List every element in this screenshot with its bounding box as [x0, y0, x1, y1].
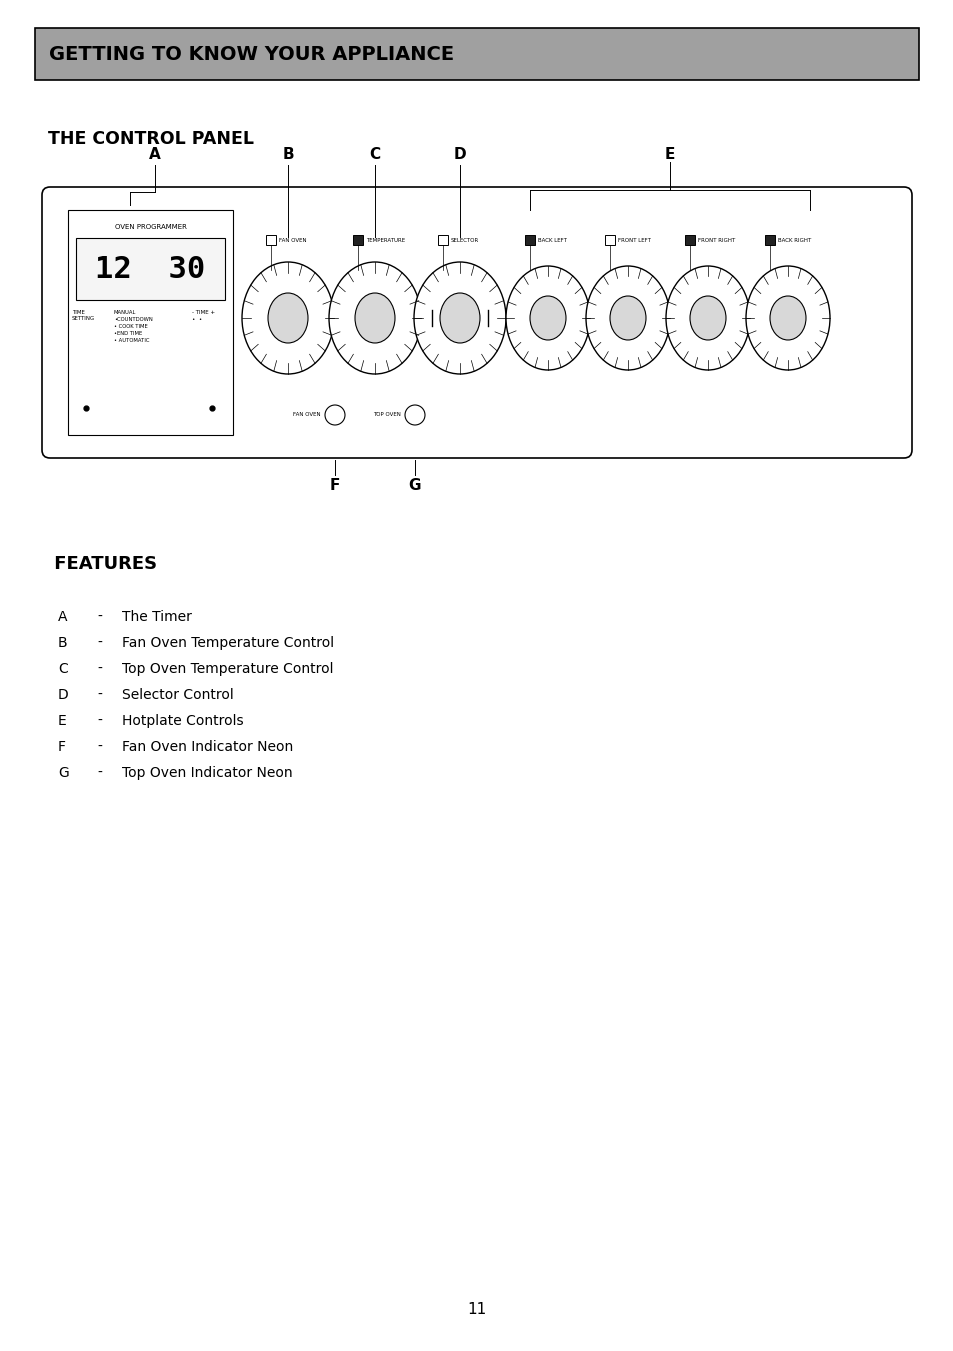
Text: 12  30: 12 30 — [95, 254, 206, 284]
Text: E: E — [664, 147, 675, 162]
FancyBboxPatch shape — [42, 186, 911, 458]
Text: BACK RIGHT: BACK RIGHT — [778, 238, 810, 242]
Ellipse shape — [505, 266, 589, 370]
Text: -: - — [97, 766, 102, 780]
Bar — [353, 235, 363, 245]
Circle shape — [405, 405, 424, 426]
Text: D: D — [58, 688, 69, 703]
Text: Selector Control: Selector Control — [122, 688, 233, 703]
Text: THE CONTROL PANEL: THE CONTROL PANEL — [48, 130, 253, 149]
Text: Hotplate Controls: Hotplate Controls — [122, 713, 243, 728]
Ellipse shape — [745, 266, 829, 370]
Bar — [68, 209, 233, 435]
Text: Top Oven Temperature Control: Top Oven Temperature Control — [122, 662, 334, 676]
Ellipse shape — [530, 296, 565, 340]
Bar — [266, 235, 275, 245]
Bar — [35, 28, 918, 80]
Text: OVEN PROGRAMMER: OVEN PROGRAMMER — [114, 224, 186, 230]
Text: B: B — [58, 636, 68, 650]
Bar — [437, 235, 448, 245]
Text: G: G — [408, 478, 421, 493]
Text: A: A — [58, 611, 68, 624]
Text: -: - — [97, 688, 102, 703]
Text: BACK LEFT: BACK LEFT — [537, 238, 566, 242]
Ellipse shape — [609, 296, 645, 340]
Bar — [684, 235, 695, 245]
Text: FAN OVEN: FAN OVEN — [278, 238, 306, 242]
Text: Fan Oven Indicator Neon: Fan Oven Indicator Neon — [122, 740, 293, 754]
Text: E: E — [58, 713, 67, 728]
Bar — [76, 238, 225, 300]
Text: -: - — [97, 611, 102, 624]
Ellipse shape — [769, 296, 805, 340]
Text: B: B — [282, 147, 294, 162]
Text: FRONT RIGHT: FRONT RIGHT — [698, 238, 735, 242]
Text: The Timer: The Timer — [122, 611, 192, 624]
Text: A: A — [149, 147, 161, 162]
Ellipse shape — [242, 262, 334, 374]
Circle shape — [325, 405, 345, 426]
Text: G: G — [58, 766, 69, 780]
Bar — [524, 235, 535, 245]
Text: FEATURES: FEATURES — [48, 555, 157, 573]
Bar — [604, 235, 615, 245]
Text: 11: 11 — [467, 1302, 486, 1317]
Text: -: - — [97, 636, 102, 650]
Ellipse shape — [439, 293, 479, 343]
Ellipse shape — [355, 293, 395, 343]
Text: TEMPERATURE: TEMPERATURE — [366, 238, 405, 242]
Text: MANUAL
•COUNTDOWN
• COOK TIME
•END TIME
• AUTOMATIC: MANUAL •COUNTDOWN • COOK TIME •END TIME … — [113, 309, 152, 343]
Text: -: - — [97, 713, 102, 728]
Ellipse shape — [585, 266, 669, 370]
Text: TOP OVEN: TOP OVEN — [373, 412, 400, 417]
Text: C: C — [369, 147, 380, 162]
Text: GETTING TO KNOW YOUR APPLIANCE: GETTING TO KNOW YOUR APPLIANCE — [49, 45, 454, 63]
Text: -: - — [97, 662, 102, 676]
Ellipse shape — [268, 293, 308, 343]
Ellipse shape — [689, 296, 725, 340]
Text: C: C — [58, 662, 68, 676]
Text: -: - — [97, 740, 102, 754]
Text: D: D — [454, 147, 466, 162]
Text: FRONT LEFT: FRONT LEFT — [618, 238, 650, 242]
Text: SELECTOR: SELECTOR — [451, 238, 478, 242]
Text: - TIME +
•  •: - TIME + • • — [192, 309, 214, 322]
Text: Fan Oven Temperature Control: Fan Oven Temperature Control — [122, 636, 334, 650]
Text: FAN OVEN: FAN OVEN — [294, 412, 320, 417]
Ellipse shape — [414, 262, 505, 374]
Text: F: F — [58, 740, 66, 754]
Text: TIME
SETTING: TIME SETTING — [71, 309, 95, 322]
Ellipse shape — [665, 266, 749, 370]
Ellipse shape — [329, 262, 420, 374]
Text: Top Oven Indicator Neon: Top Oven Indicator Neon — [122, 766, 293, 780]
Bar — [764, 235, 774, 245]
Text: F: F — [330, 478, 340, 493]
